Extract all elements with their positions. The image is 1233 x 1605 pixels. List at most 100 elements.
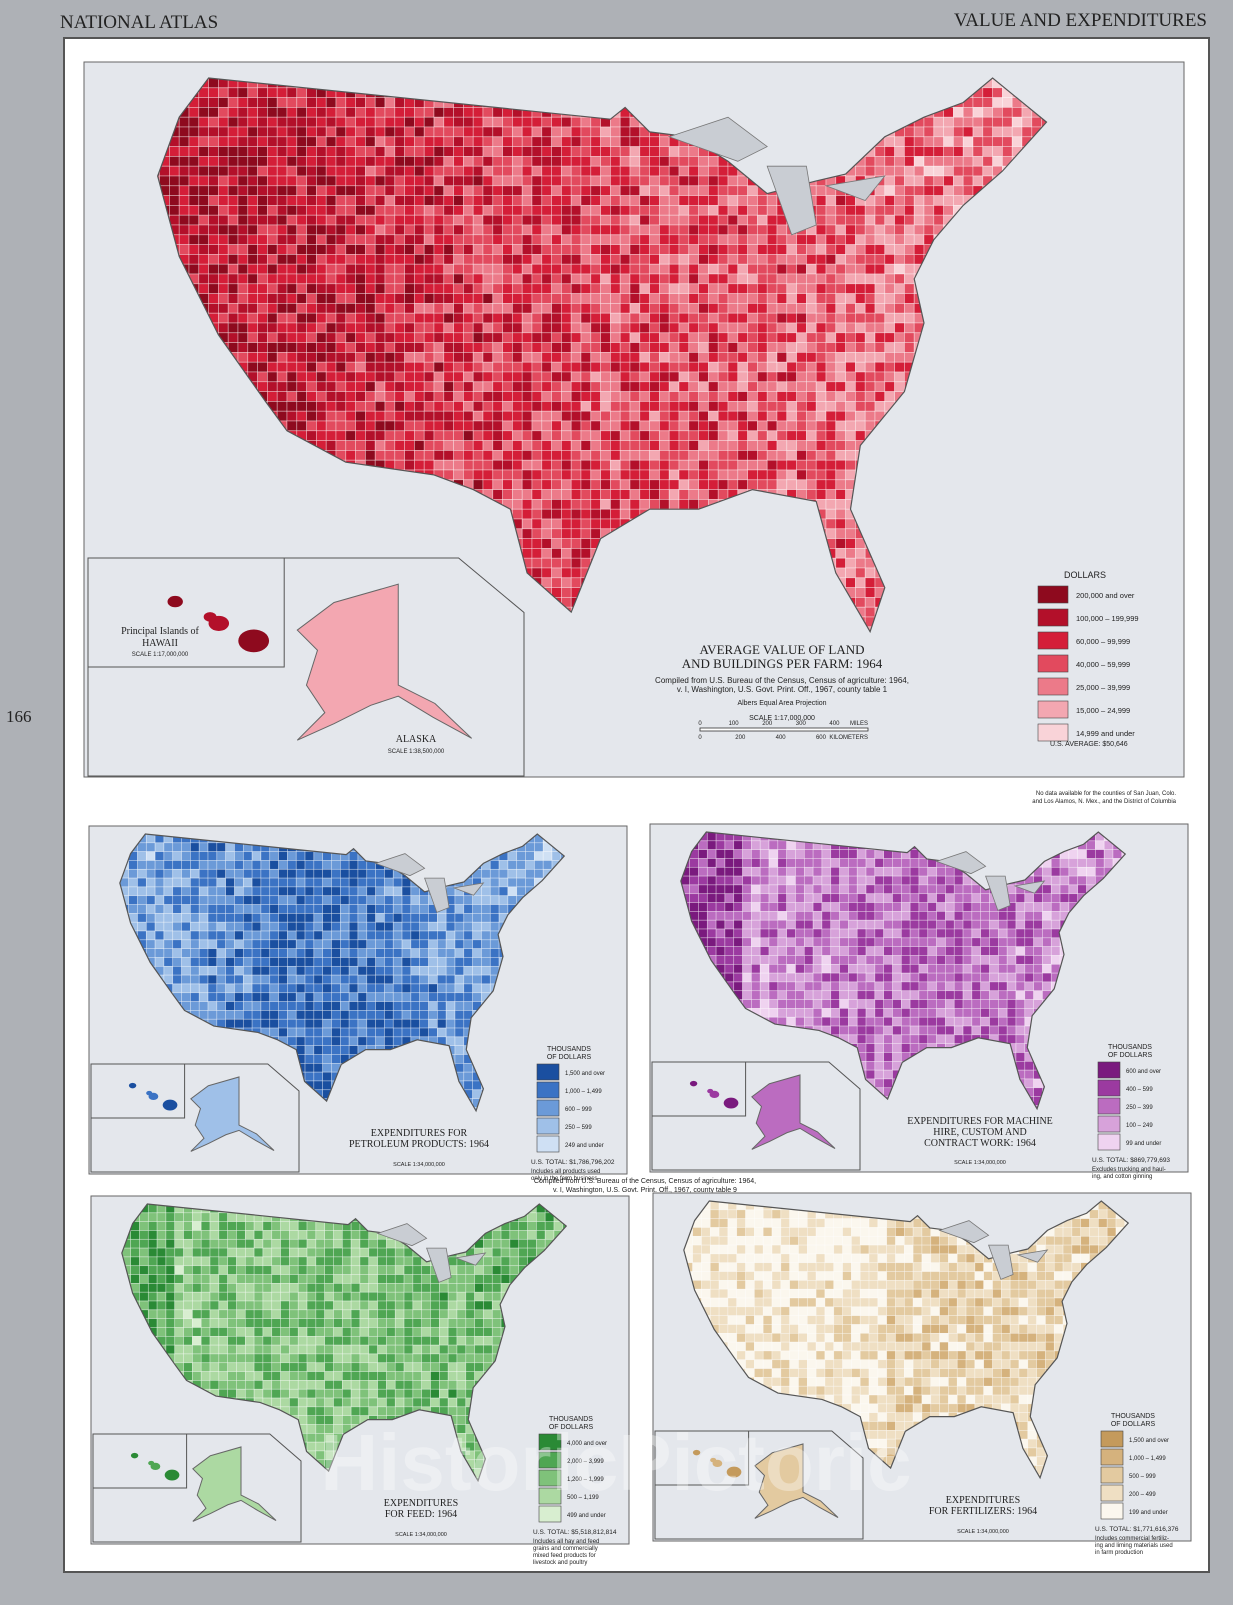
county xyxy=(414,156,424,166)
county xyxy=(904,156,914,166)
county xyxy=(728,382,738,392)
county xyxy=(346,352,356,362)
county xyxy=(826,264,836,274)
county xyxy=(787,313,797,323)
county xyxy=(258,137,268,147)
county xyxy=(365,205,375,215)
county xyxy=(728,264,738,274)
county xyxy=(248,323,258,333)
county xyxy=(748,313,758,323)
county xyxy=(630,127,640,137)
county xyxy=(963,107,973,117)
county xyxy=(855,352,865,362)
county xyxy=(620,333,630,343)
county xyxy=(463,294,473,304)
county xyxy=(718,274,728,284)
county xyxy=(777,460,787,470)
county xyxy=(983,107,993,117)
county xyxy=(552,176,562,186)
county xyxy=(336,303,346,313)
county xyxy=(973,98,983,108)
county xyxy=(620,166,630,176)
county xyxy=(601,254,611,264)
county xyxy=(669,421,679,431)
county xyxy=(610,127,620,137)
county xyxy=(473,362,483,372)
county xyxy=(297,176,307,186)
county xyxy=(493,362,503,372)
county xyxy=(326,147,336,157)
county xyxy=(218,323,228,333)
county xyxy=(777,284,787,294)
county xyxy=(395,372,405,382)
county xyxy=(748,480,758,490)
county xyxy=(561,441,571,451)
county xyxy=(512,499,522,509)
county xyxy=(297,215,307,225)
county xyxy=(552,519,562,529)
county xyxy=(561,421,571,431)
county xyxy=(777,431,787,441)
county xyxy=(365,274,375,284)
county xyxy=(483,147,493,157)
county xyxy=(405,313,415,323)
county xyxy=(699,382,709,392)
county xyxy=(816,303,826,313)
county xyxy=(424,147,434,157)
county xyxy=(552,470,562,480)
county xyxy=(738,460,748,470)
county xyxy=(601,127,611,137)
county xyxy=(679,235,689,245)
county xyxy=(610,274,620,284)
county xyxy=(346,254,356,264)
county xyxy=(356,235,366,245)
county xyxy=(405,372,415,382)
county xyxy=(806,372,816,382)
county xyxy=(797,343,807,353)
county xyxy=(258,215,268,225)
county xyxy=(512,147,522,157)
county xyxy=(787,333,797,343)
county xyxy=(865,245,875,255)
county xyxy=(708,382,718,392)
county xyxy=(375,294,385,304)
county xyxy=(375,215,385,225)
county xyxy=(601,480,611,490)
county xyxy=(787,431,797,441)
county xyxy=(395,98,405,108)
county xyxy=(561,245,571,255)
county xyxy=(571,548,581,558)
county xyxy=(228,186,238,196)
county xyxy=(532,245,542,255)
county xyxy=(552,156,562,166)
county xyxy=(307,147,317,157)
county xyxy=(767,431,777,441)
county xyxy=(532,303,542,313)
county xyxy=(463,460,473,470)
county xyxy=(620,245,630,255)
county xyxy=(836,313,846,323)
county xyxy=(855,215,865,225)
county xyxy=(679,186,689,196)
county xyxy=(365,107,375,117)
county xyxy=(748,352,758,362)
county xyxy=(493,196,503,206)
county xyxy=(826,519,836,529)
county xyxy=(806,313,816,323)
county xyxy=(365,333,375,343)
county xyxy=(542,362,552,372)
county xyxy=(699,460,709,470)
county xyxy=(346,343,356,353)
county xyxy=(444,225,454,235)
county xyxy=(248,264,258,274)
county xyxy=(473,147,483,157)
county xyxy=(865,362,875,372)
county xyxy=(267,294,277,304)
county xyxy=(385,362,395,372)
county xyxy=(414,264,424,274)
county xyxy=(924,127,934,137)
county xyxy=(522,284,532,294)
county xyxy=(748,441,758,451)
county xyxy=(650,176,660,186)
county xyxy=(640,166,650,176)
